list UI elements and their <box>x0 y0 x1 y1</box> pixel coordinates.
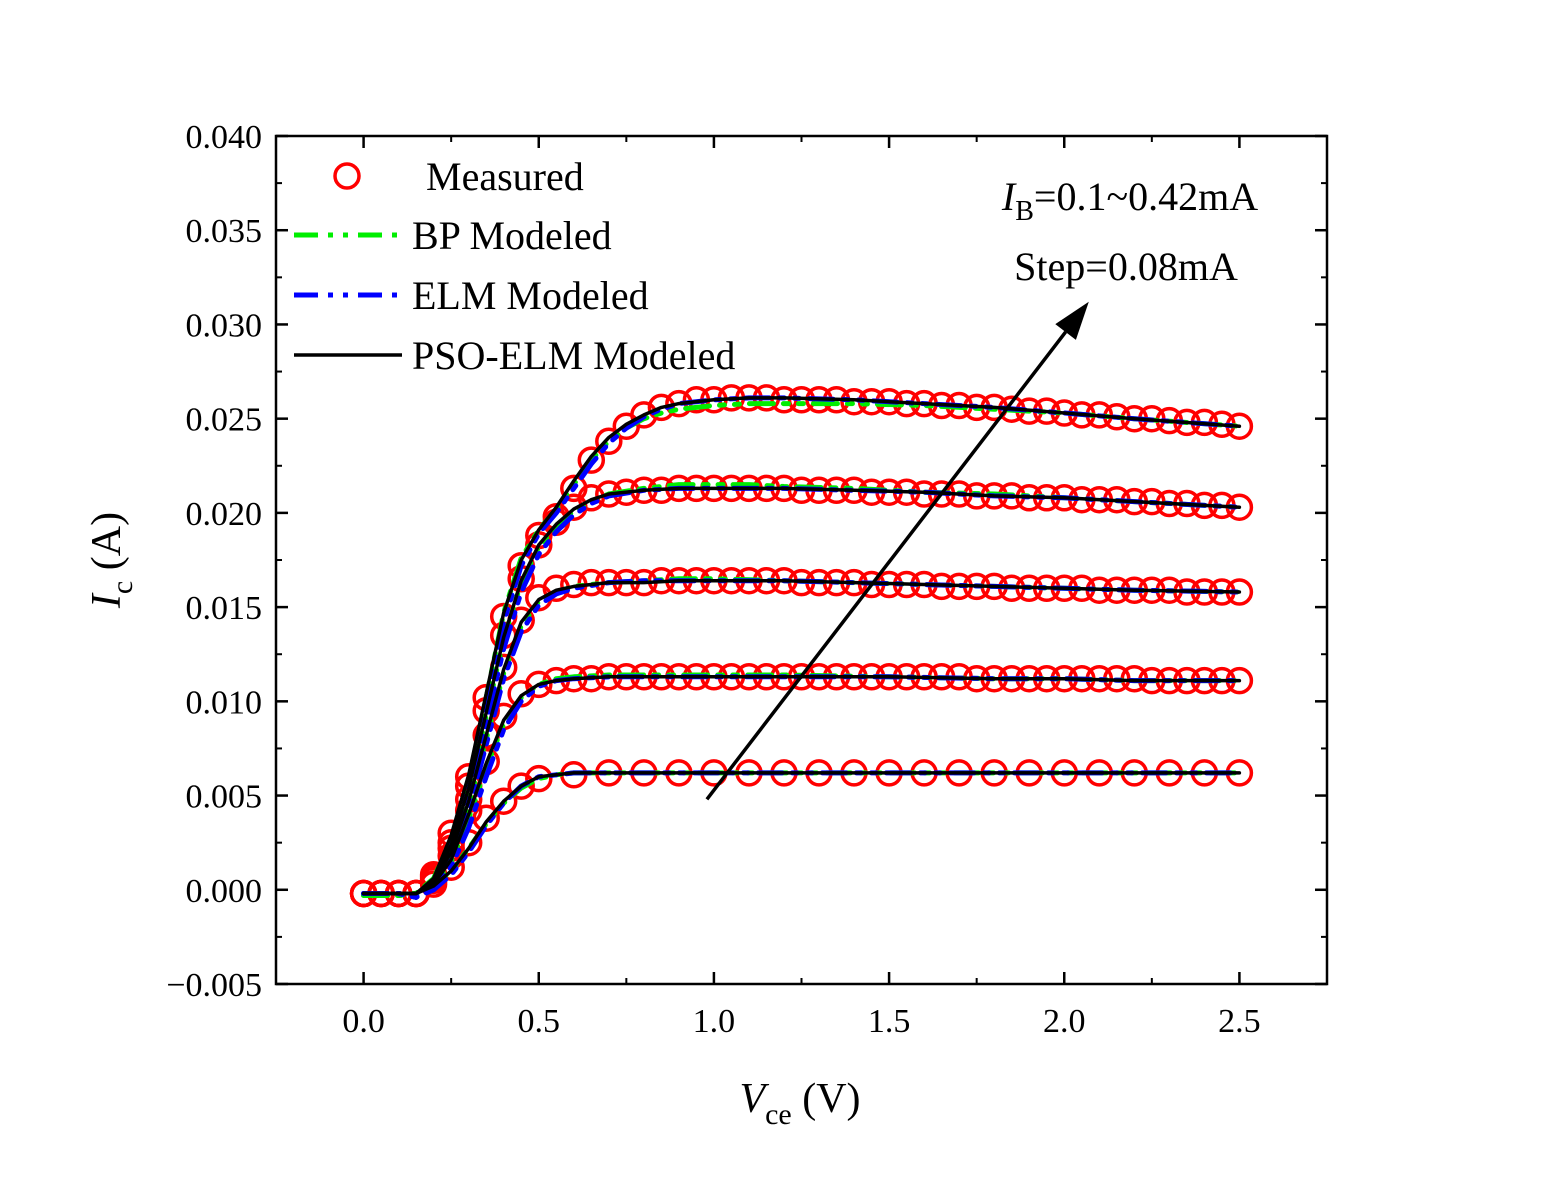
legend-swatch <box>333 162 361 190</box>
x-tick-label: 2.0 <box>1043 1003 1086 1040</box>
annotation <box>705 301 1089 801</box>
y-axis-title: Ic (A) <box>84 512 139 609</box>
legend-entry-elm-modeled: ELM Modeled <box>294 273 649 318</box>
elm-modeled-line-4 <box>361 485 1242 900</box>
pso-elm-modeled-line-3 <box>361 578 1242 896</box>
pso-elm-modeled-line-2 <box>361 675 1242 896</box>
y-tick-label: 0.015 <box>186 590 263 627</box>
annotation-ib-range: IB=0.1~0.42mA <box>1001 174 1258 227</box>
annotation-ib-rest: =0.1~0.42mA <box>1034 174 1258 219</box>
y-tick-label: 0.005 <box>186 779 263 816</box>
y-tick-label: 0.010 <box>186 684 263 721</box>
arrow-shaft <box>705 330 1068 801</box>
x-tick-label: 0.0 <box>342 1003 385 1040</box>
y-tick-label: −0.005 <box>166 967 262 1004</box>
legend-label: ELM Modeled <box>412 273 649 318</box>
y-tick-label: 0.030 <box>186 307 263 344</box>
measured-point <box>489 787 518 815</box>
pso-elm-modeled-line-4 <box>361 486 1242 896</box>
x-tick-label: 1.0 <box>693 1003 736 1040</box>
legend-label: BP Modeled <box>412 213 612 258</box>
y-tick-label: 0.035 <box>186 213 263 250</box>
annotation-ib-main: I <box>1001 174 1017 219</box>
x-axis-title-sub: ce <box>765 1098 792 1131</box>
x-tick-label: 1.5 <box>868 1003 911 1040</box>
pso-elm-modeled-line-5 <box>361 396 1242 896</box>
legend-label: Measured <box>426 154 584 199</box>
plot-area <box>349 384 1254 908</box>
x-axis-title-unit: (V) <box>792 1076 861 1122</box>
measured-point <box>577 446 606 474</box>
x-tick-label: 2.5 <box>1218 1003 1261 1040</box>
x-axis-title: Vce (V) <box>739 1076 860 1131</box>
legend-label: PSO-ELM Modeled <box>412 333 735 378</box>
axes: 0.0 0.5 1.0 1.5 2.0 2.5 −0.005 0.000 0.005 0.010 0… <box>166 119 1329 1040</box>
measured-point <box>595 427 623 456</box>
annotation-ib-sub: B <box>1015 196 1034 227</box>
x-axis-title-main: V <box>739 1076 769 1122</box>
measured-point <box>507 772 535 800</box>
measured-point <box>525 670 553 699</box>
legend: Measured BP Modeled ELM Modeled PSO-ELM Mod… <box>294 154 735 378</box>
legend-entry-pso-elm-modeled: PSO-ELM Modeled <box>294 333 735 378</box>
legend-entry-bp-modeled: BP Modeled <box>294 213 612 258</box>
arrow-head <box>1055 301 1089 340</box>
y-axis-title-main: I <box>84 592 130 609</box>
measured-point <box>525 764 553 793</box>
legend-entry-measured: Measured <box>333 154 584 199</box>
measured-point <box>560 474 588 503</box>
y-axis-title-unit: (A) <box>84 512 130 581</box>
annotation-step: Step=0.08mA <box>1014 244 1238 289</box>
x-tick-label: 0.5 <box>518 1003 561 1040</box>
y-tick-label: 0.000 <box>186 873 263 910</box>
y-axis-title-sub: c <box>106 581 139 594</box>
y-tick-label: 0.025 <box>186 402 263 439</box>
y-tick-label: 0.020 <box>186 496 263 533</box>
y-tick-label: 0.040 <box>186 119 263 156</box>
